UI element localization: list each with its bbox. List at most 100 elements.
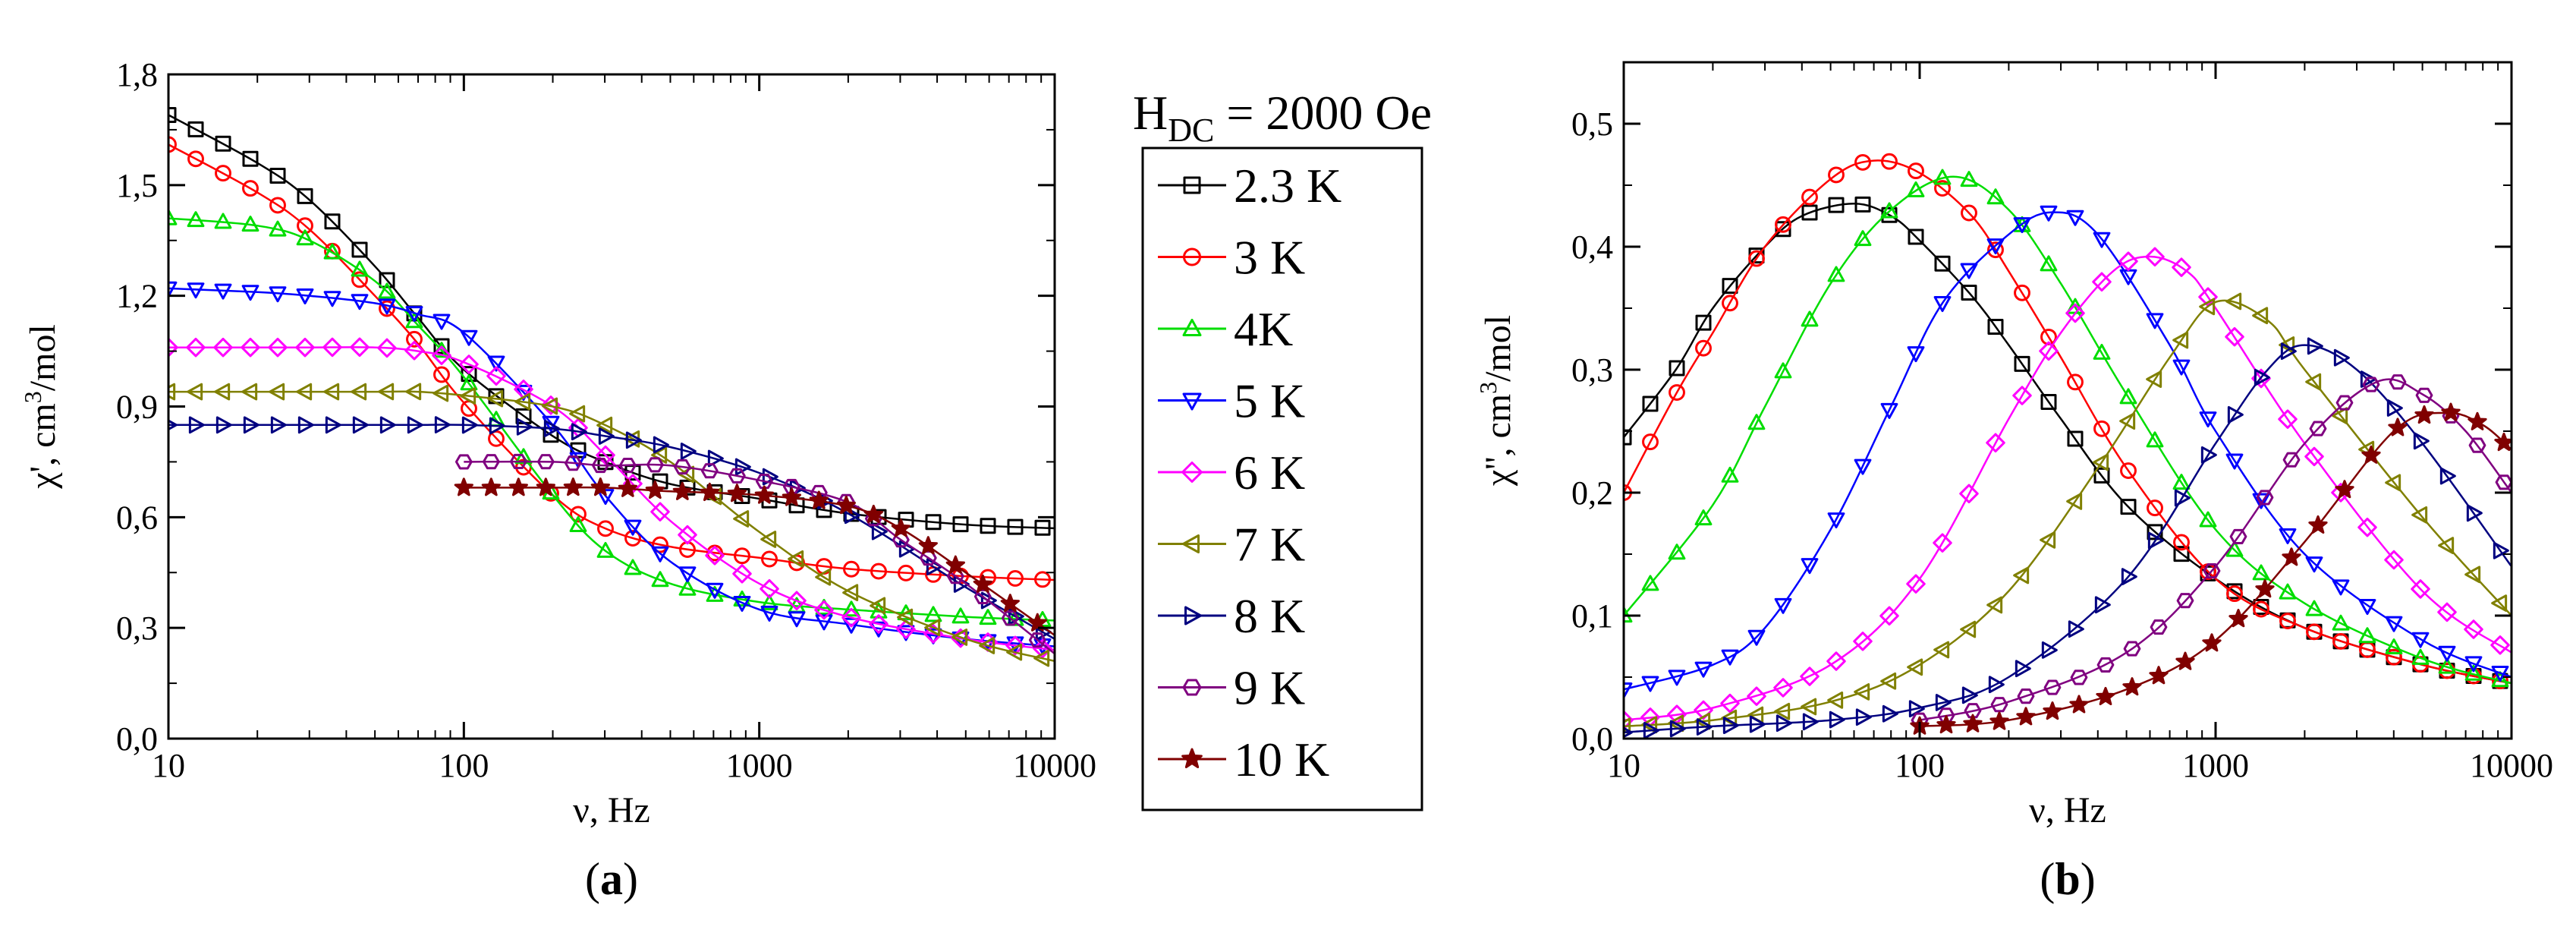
data-point — [1800, 666, 1820, 686]
data-point — [2384, 550, 2404, 570]
data-point — [378, 298, 396, 315]
x-axis: 10 100 1000 10000 — [152, 74, 1096, 784]
y-tick-label: 1,2 — [116, 278, 158, 315]
data-point — [2464, 619, 2483, 639]
data-point — [2013, 566, 2030, 585]
data-point — [1908, 228, 1924, 245]
data-point — [1854, 196, 1871, 213]
data-point — [2411, 506, 2428, 524]
data-point — [1694, 509, 1713, 526]
data-point — [678, 566, 697, 583]
data-point — [1776, 714, 1792, 733]
data-point — [870, 562, 887, 580]
data-point — [404, 341, 424, 361]
data-point — [241, 216, 259, 232]
data-point — [241, 383, 258, 401]
data-point — [2332, 632, 2349, 650]
data-point — [1908, 700, 1925, 718]
data-point — [2279, 528, 2297, 544]
data-point — [2149, 666, 2169, 685]
data-point — [1641, 716, 1658, 734]
data-point — [1695, 314, 1712, 331]
legend-marker — [1182, 534, 1200, 553]
series-line — [168, 143, 1055, 581]
data-point — [2122, 677, 2142, 696]
data-point — [871, 522, 888, 540]
data-point — [1696, 718, 1713, 736]
data-point — [624, 559, 642, 575]
data-point — [2017, 688, 2035, 704]
data-point — [2438, 657, 2456, 674]
data-point — [1801, 204, 1818, 221]
series-10k — [454, 477, 1055, 636]
data-point — [213, 337, 233, 358]
legend-entry: 7 K — [1158, 518, 1305, 572]
data-point — [1988, 676, 2005, 694]
data-point — [2493, 541, 2509, 559]
data-point — [215, 165, 231, 182]
data-point — [2147, 499, 2163, 517]
legend-entry: 2.3 K — [1158, 159, 1341, 213]
data-point — [1961, 686, 1978, 704]
data-point — [1669, 360, 1685, 377]
data-point — [2146, 431, 2164, 448]
data-point — [2118, 251, 2138, 271]
data-point — [1933, 169, 1952, 185]
data-point — [678, 525, 697, 545]
data-point — [646, 457, 664, 473]
data-point — [351, 294, 369, 310]
data-point — [2014, 284, 2030, 301]
data-point — [815, 614, 833, 631]
data-point — [187, 211, 205, 228]
data-point — [296, 229, 314, 246]
data-point — [624, 519, 642, 536]
series-4k — [168, 209, 1055, 627]
series-5k — [1624, 205, 2512, 699]
data-point — [1624, 710, 1634, 730]
data-point — [269, 168, 286, 184]
data-point — [782, 487, 801, 506]
data-point — [788, 611, 806, 628]
data-point — [1642, 433, 1659, 451]
data-point — [379, 416, 396, 434]
y-tick-label: 1,8 — [116, 56, 158, 93]
legend-entry: 6 K — [1158, 446, 1305, 499]
axes-frame — [167, 73, 1056, 740]
chart-panel-b: 10 100 1000 10000 0,0 0,1 0,2 0,3 0,4 0,5 ν, Hz χ''… — [1474, 61, 2553, 904]
y-axis: 0,0 0,3 0,6 0,9 1,2 1,5 1,8 — [116, 56, 1055, 758]
data-point — [2252, 493, 2270, 509]
data-point — [536, 454, 555, 470]
data-point — [379, 300, 395, 317]
legend-entry: 3 K — [1158, 231, 1305, 285]
data-point — [2173, 534, 2190, 551]
data-point — [1006, 643, 1023, 661]
data-point — [2438, 537, 2455, 555]
data-point — [2225, 540, 2244, 557]
legend-marker — [1182, 392, 1202, 411]
data-point — [945, 555, 965, 574]
data-point — [624, 530, 641, 547]
data-point — [508, 477, 528, 496]
data-point — [536, 477, 555, 496]
legend-marker — [1182, 319, 1202, 336]
data-point — [733, 510, 750, 528]
data-point — [2096, 686, 2115, 706]
data-point — [728, 468, 746, 484]
data-point — [2093, 343, 2111, 360]
data-point — [754, 485, 774, 504]
data-point — [2437, 602, 2457, 622]
y-tick-label: 0,4 — [1571, 228, 1613, 266]
series-3k — [168, 136, 1055, 588]
data-point — [269, 383, 285, 401]
data-point — [2386, 648, 2402, 666]
data-point — [842, 584, 859, 602]
data-point — [815, 568, 832, 586]
data-point — [734, 458, 751, 476]
data-point — [918, 536, 938, 555]
data-point — [1933, 296, 1952, 313]
data-point — [618, 478, 637, 497]
data-point — [836, 495, 856, 515]
data-point — [379, 272, 395, 288]
data-point — [350, 337, 370, 358]
data-point — [564, 455, 582, 471]
